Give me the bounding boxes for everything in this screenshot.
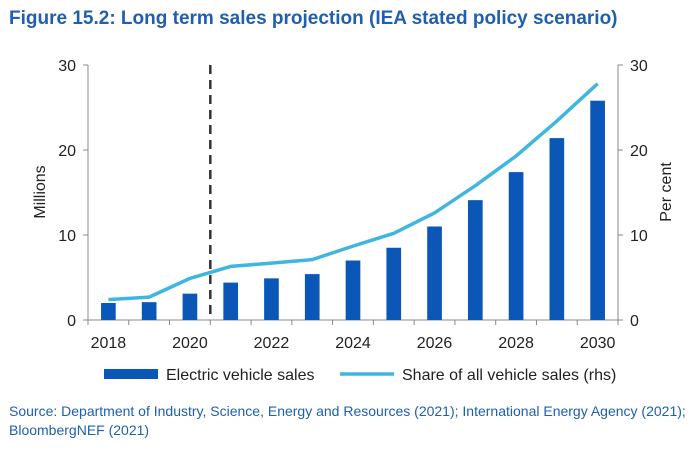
right-tick-label: 30 xyxy=(630,58,648,75)
figure-title: Figure 15.2: Long term sales projection … xyxy=(9,8,618,29)
ev-sales-bar xyxy=(467,200,483,320)
x-tick-label: 2024 xyxy=(335,335,371,352)
ev-sales-bar xyxy=(345,260,361,320)
right-axis-label: Per cent xyxy=(658,162,675,222)
ev-sales-bar xyxy=(223,282,239,320)
ev-sales-bar xyxy=(427,226,442,320)
right-tick-label: 20 xyxy=(630,143,648,160)
left-tick-label: 30 xyxy=(58,58,76,75)
x-tick-label: 2020 xyxy=(172,335,208,352)
legend-bar-swatch xyxy=(104,369,158,379)
ev-sales-bar xyxy=(141,302,157,320)
left-tick-label: 20 xyxy=(58,143,76,160)
right-tick-label: 10 xyxy=(630,228,648,245)
ev-sales-bar xyxy=(508,172,524,320)
x-tick-label: 2026 xyxy=(417,335,453,352)
ev-sales-bar xyxy=(101,303,116,320)
left-tick-label: 10 xyxy=(58,228,76,245)
x-tick-label: 2030 xyxy=(580,335,616,352)
ev-sales-bar xyxy=(590,100,605,320)
ev-sales-bar xyxy=(264,278,279,320)
ev-sales-bar xyxy=(182,293,198,320)
x-tick-label: 2028 xyxy=(498,335,534,352)
share-line xyxy=(108,82,599,302)
legend-bar-label: Electric vehicle sales xyxy=(166,367,315,384)
ev-sales-bar xyxy=(304,274,320,320)
left-axis-label: Millions xyxy=(32,165,49,218)
source-note: Source: Department of Industry, Science,… xyxy=(9,403,686,438)
legend-line-label: Share of all vehicle sales (rhs) xyxy=(402,367,616,384)
ev-sales-bar xyxy=(386,247,402,320)
legend: Electric vehicle sales Share of all vehi… xyxy=(104,367,616,384)
x-tick-label: 2022 xyxy=(254,335,290,352)
ev-sales-bar xyxy=(549,138,565,320)
bar-series xyxy=(101,100,605,320)
right-tick-label: 0 xyxy=(630,313,639,330)
left-tick-label: 0 xyxy=(67,313,76,330)
x-tick-label: 2018 xyxy=(91,335,127,352)
